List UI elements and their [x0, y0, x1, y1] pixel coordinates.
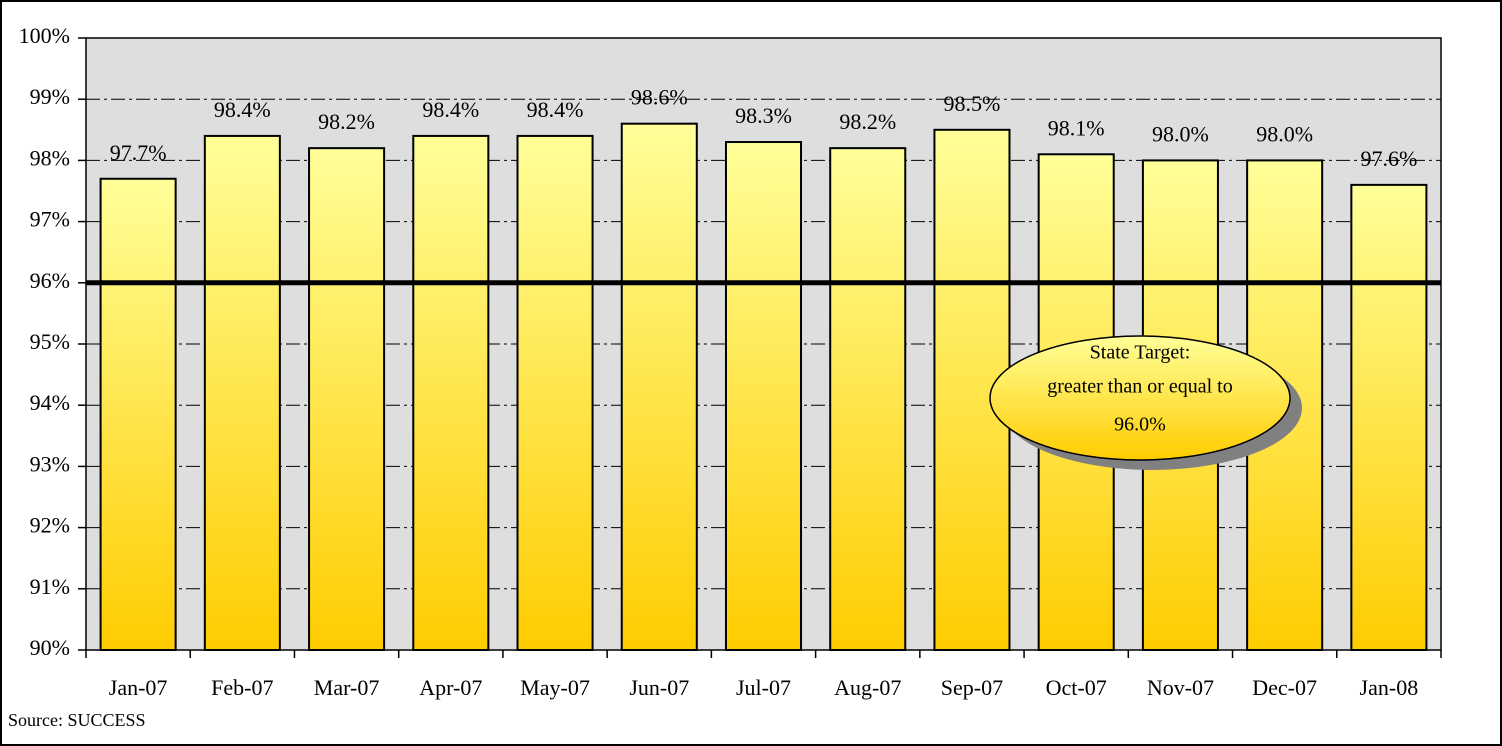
y-tick-label: 95% — [30, 329, 70, 354]
x-tick-label: Jul-07 — [736, 675, 791, 700]
x-tick-label: Oct-07 — [1046, 675, 1107, 700]
foreground: 97.7% 98.4% 98.2% 98.4% 98.4% 98.6% 98.3% 98.2%… — [86, 85, 1441, 470]
x-tick-label: Aug-07 — [834, 675, 901, 700]
y-tick-label: 96% — [30, 268, 70, 293]
x-tick-label: Feb-07 — [211, 675, 273, 700]
value-label: 98.6% — [631, 85, 688, 110]
bar — [829, 147, 907, 651]
y-tick-label: 99% — [30, 84, 70, 109]
value-label: 98.0% — [1256, 121, 1313, 146]
value-label: 98.5% — [944, 91, 1001, 116]
x-tick-label: Jan-07 — [109, 675, 168, 700]
y-tick-label: 94% — [30, 390, 70, 415]
value-label: 97.7% — [110, 140, 167, 165]
y-tick-label: 91% — [30, 574, 70, 599]
annotation-text: greater than or equal to — [1047, 376, 1232, 398]
source: Source: SUCCESS — [8, 710, 146, 730]
value-label: 98.4% — [214, 97, 271, 122]
bar — [516, 134, 594, 652]
y-tick-label: 92% — [30, 513, 70, 538]
y-tick-label: 93% — [30, 451, 70, 476]
bar — [620, 122, 698, 652]
x-tick-label: Mar-07 — [314, 675, 380, 700]
x-tick-label: Jun-07 — [629, 675, 689, 700]
value-label: 98.3% — [735, 103, 792, 128]
annotation-text: State Target: — [1090, 342, 1191, 364]
value-label: 98.4% — [422, 97, 479, 122]
x-tick-label: Dec-07 — [1252, 675, 1317, 700]
y-tick-label: 90% — [30, 635, 70, 660]
x-tick-label: May-07 — [520, 675, 590, 700]
value-label: 98.1% — [1048, 115, 1105, 140]
y-tick-label: 97% — [30, 207, 70, 232]
annotation-bubble — [989, 335, 1291, 461]
annotation-text: 96.0% — [1114, 414, 1166, 436]
x-tick-label: Jan-08 — [1360, 675, 1419, 700]
value-label: 98.2% — [318, 109, 375, 134]
bar — [99, 177, 177, 651]
bar — [412, 134, 490, 652]
value-label: 98.0% — [1152, 121, 1209, 146]
value-label: 98.4% — [527, 97, 584, 122]
value-label: 97.6% — [1360, 146, 1417, 171]
x-tick-label: Apr-07 — [419, 675, 482, 700]
x-tick-label: Sep-07 — [941, 675, 1003, 700]
bar — [1350, 183, 1428, 651]
bar — [308, 147, 386, 651]
bar — [724, 141, 803, 651]
bar — [203, 134, 281, 652]
y-tick-label: 100% — [19, 23, 70, 48]
y-tick-label: 98% — [30, 145, 70, 170]
x-tick-label: Nov-07 — [1147, 675, 1214, 700]
value-label: 98.2% — [839, 109, 896, 134]
